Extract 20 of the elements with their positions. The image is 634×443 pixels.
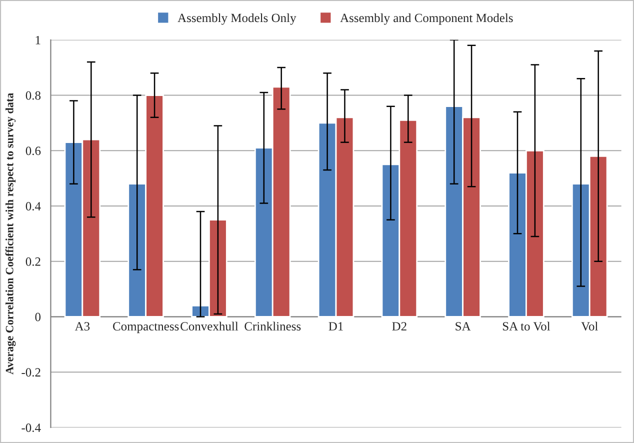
x-tick-label: Crinkliness	[244, 322, 301, 331]
x-tick-label: A3	[74, 322, 90, 331]
y-tick-label: 0	[35, 312, 41, 322]
y-tick-label: -0.2	[22, 368, 40, 377]
y-tick-label: 1	[36, 36, 40, 44]
x-tick-label: D1	[328, 322, 343, 330]
y-tick-label: 0.8	[26, 91, 41, 100]
y-tick-label: 0.4	[26, 202, 41, 211]
x-tick-label: D2	[392, 322, 406, 330]
x-tick-label: SA	[456, 322, 471, 331]
x-tick-label: SA to Vol	[502, 322, 550, 331]
x-tick-label: Convexhull	[180, 322, 238, 331]
y-axis-title: Average Correlation Coefficient with respect to survey data	[5, 92, 16, 374]
legend-label: Assembly Models Only	[178, 13, 296, 25]
x-tick-label: Compactness	[113, 322, 179, 334]
y-tick-label: 0.6	[26, 146, 41, 156]
x-tick-label: Vol	[581, 322, 598, 331]
y-tick-label: -0.4	[22, 424, 41, 432]
y-tick-label: 0.2	[26, 257, 40, 266]
legend-label: Assembly and Component Models	[340, 13, 513, 25]
